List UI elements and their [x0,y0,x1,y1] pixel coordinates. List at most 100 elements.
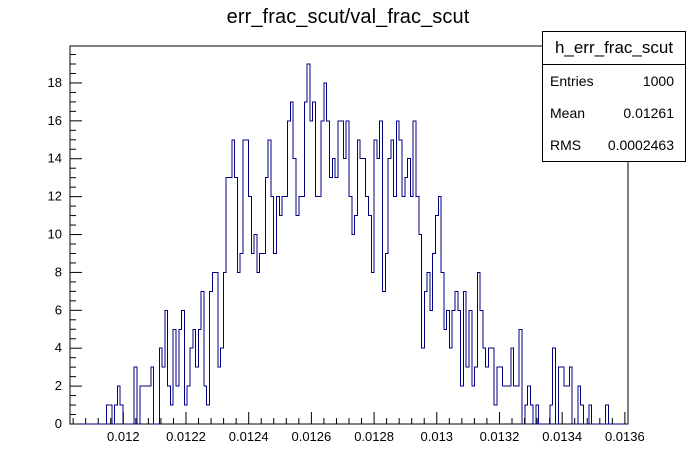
stats-box: h_err_frac_scut Entries 1000 Mean 0.0126… [542,31,686,162]
histogram-series [70,63,628,425]
histogram-bin [553,348,556,424]
histogram-bin [299,197,302,424]
histogram-bin [176,386,179,424]
histogram-bin [210,291,213,424]
histogram-bin [249,197,252,424]
histogram-bin [106,405,109,424]
histogram-bin [310,121,313,424]
histogram-bin [369,216,372,424]
histogram-bin [371,272,374,424]
histogram-bin [193,329,196,424]
histogram-bin [143,386,146,424]
histogram-bin [505,386,508,424]
histogram-bin [338,121,341,424]
histogram-bin [229,178,232,424]
x-tick-label: 0.0124 [229,429,269,444]
histogram-bin [341,121,344,424]
histogram-bin [578,386,581,424]
histogram-bin [257,272,260,424]
x-tick-label: 0.0126 [291,429,331,444]
histogram-bin [332,159,335,424]
histogram-bin [235,178,238,424]
histogram-bin [455,291,458,424]
histogram-bin [380,121,383,424]
histogram-bin [413,121,416,424]
histogram-bin [438,197,441,424]
histogram-bin [165,310,168,424]
histogram-bin [477,272,480,424]
histogram-bin [441,272,444,424]
histogram-bin [349,197,352,424]
histogram-bin [346,121,349,424]
histogram-bin [405,178,408,424]
stats-entries-label: Entries [550,73,594,89]
stats-row-rms: RMS 0.0002463 [543,129,685,161]
histogram-bin [352,235,355,424]
histogram-bin [494,405,497,424]
histogram-bin [516,386,519,424]
histogram-bin [435,216,438,424]
histogram-bin [120,405,123,424]
histogram-bin [449,348,452,424]
histogram-bin [469,310,472,424]
histogram-bin [168,386,171,424]
x-tick-label: 0.0132 [480,429,520,444]
histogram-bin [335,178,338,424]
histogram-bin [151,367,154,424]
histogram-bin [240,253,243,424]
histogram-bin [218,367,221,424]
histogram-bin [212,272,215,424]
histogram-bin [357,140,360,424]
histogram-bin [360,159,363,424]
histogram-bin [385,253,388,424]
y-tick-label: 16 [48,113,62,128]
x-tick-label: 0.0134 [542,429,582,444]
histogram-bin [363,159,366,424]
histogram-bin [569,367,572,424]
stats-rms-label: RMS [550,137,582,153]
histogram-bin [528,386,531,424]
histogram-bin [318,197,321,424]
histogram-bin [514,386,517,424]
histogram-bin [204,386,207,424]
x-tick-label: 0.0136 [605,429,645,444]
histogram-bin [288,121,291,424]
histogram-bin [408,159,411,424]
histogram-bin [282,197,285,424]
histogram-bin [274,253,277,424]
histogram-bin [173,329,176,424]
histogram-bin [519,329,522,424]
histogram-bin [243,140,246,424]
histogram-bin [511,348,514,424]
histogram-bin [388,159,391,424]
histogram-bin [117,386,120,424]
histogram-bin [402,197,405,424]
histogram-bin [489,348,492,424]
histogram-bin [293,159,296,424]
histogram-bin [215,272,218,424]
histogram-bin [475,367,478,424]
histogram-bin [290,102,293,424]
y-tick-label: 8 [55,264,62,279]
histogram-bin [232,140,235,424]
histogram-bin [223,272,226,424]
histogram-bin [483,348,486,424]
histogram-bin [271,197,274,424]
histogram-bin [324,83,327,424]
histogram-bin [430,310,433,424]
y-tick-label: 2 [55,378,62,393]
histogram-bin [581,405,584,424]
histogram-bin [466,367,469,424]
histogram-bin [433,253,436,424]
histogram-bin [226,178,229,424]
histogram-bin [377,159,380,424]
histogram-bin [296,216,299,424]
histogram-bin [419,235,422,424]
histogram-bin [410,197,413,424]
histogram-bin [422,348,425,424]
histogram-bin [500,367,503,424]
histogram-bin [179,329,182,424]
histogram-bin [263,253,266,424]
